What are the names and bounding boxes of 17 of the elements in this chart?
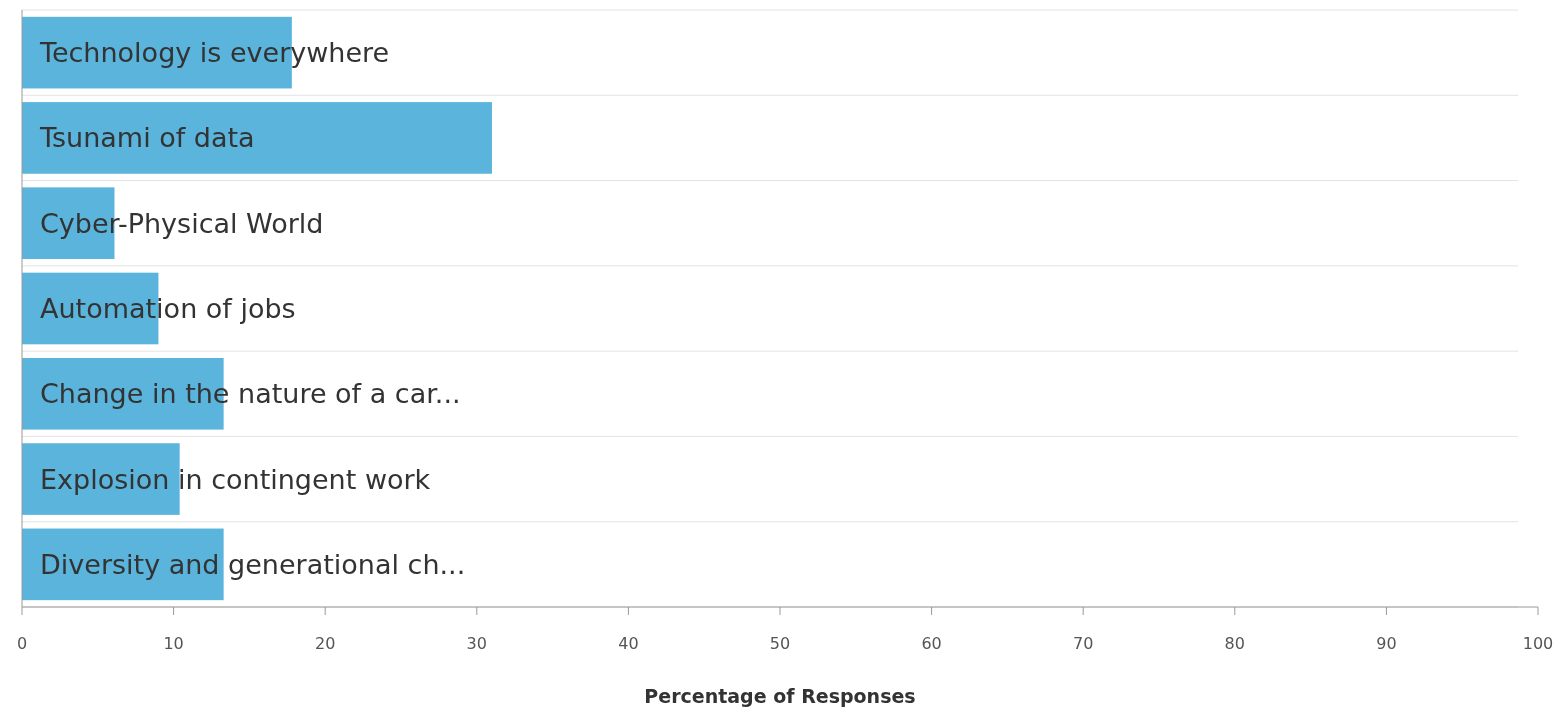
x-tick-label: 80 [1224, 634, 1245, 653]
y-tick-label: Explosion in contingent work [40, 463, 431, 495]
x-tick-label: 30 [466, 634, 487, 653]
y-tick-label: Diversity and generational ch... [40, 548, 466, 580]
bar [22, 443, 180, 515]
x-tick-label: 100 [1522, 634, 1554, 653]
bar [22, 102, 492, 174]
x-axis-title: Percentage of Responses [644, 685, 916, 707]
x-tick-label: 20 [315, 634, 336, 653]
x-tick-label: 0 [16, 634, 28, 653]
x-tick-label: 50 [769, 634, 791, 653]
x-tick-label: 10 [163, 634, 184, 653]
x-tick-label: 40 [618, 634, 639, 653]
x-tick-label: 60 [921, 634, 942, 653]
x-tick-label: 70 [1073, 634, 1094, 653]
y-tick-label: Tsunami of data [39, 122, 255, 154]
x-tick-label: 90 [1376, 634, 1397, 653]
